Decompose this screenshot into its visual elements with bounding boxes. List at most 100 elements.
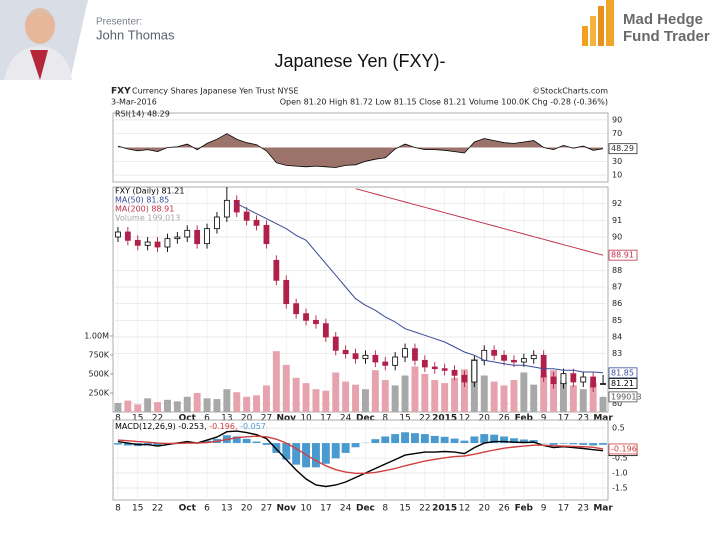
x-tick-label: 22 xyxy=(419,414,430,424)
candle-body xyxy=(194,229,201,245)
value-tag: 48.29 xyxy=(611,144,634,153)
candle-body xyxy=(303,313,309,321)
legend-entry: -0.057 xyxy=(240,422,266,431)
candle-body xyxy=(144,241,151,246)
volume-bar xyxy=(312,389,320,412)
x-tick-label: Dec xyxy=(356,504,375,514)
candle-body xyxy=(253,219,260,226)
y-tick-label: 85 xyxy=(612,316,622,325)
x-tick-label: 20 xyxy=(241,504,253,514)
volume-bar xyxy=(391,385,399,412)
x-tick-label: 8 xyxy=(115,414,121,424)
candle-body xyxy=(134,239,141,246)
volume-bar xyxy=(401,375,409,412)
y-tick-label: 0.5 xyxy=(612,424,625,433)
volume-bar xyxy=(223,389,231,412)
volume-bar xyxy=(322,390,330,412)
y-tick-label: 500K xyxy=(88,369,109,378)
moving-average-line xyxy=(236,203,604,374)
volume-bar xyxy=(441,383,449,412)
x-tick-label: 9 xyxy=(541,504,547,514)
x-tick-label: 17 xyxy=(558,414,569,424)
histogram-bar xyxy=(549,443,558,445)
y-tick-label: 750K xyxy=(88,350,109,359)
volume-bar xyxy=(302,383,310,412)
histogram-bar xyxy=(500,436,509,444)
y-tick-label: 92 xyxy=(612,199,622,208)
y-tick-label: 88 xyxy=(612,266,622,275)
volume-bar xyxy=(381,380,389,412)
volume-bar xyxy=(352,384,360,412)
x-tick-label: 15 xyxy=(399,504,410,514)
histogram-bar xyxy=(153,443,162,447)
candle-body xyxy=(223,199,230,218)
candle-body xyxy=(164,238,171,248)
volume-bar xyxy=(233,392,241,412)
histogram-bar xyxy=(599,443,608,445)
x-tick-label: 13 xyxy=(221,414,232,424)
candle-body xyxy=(184,229,191,238)
legend-entry: RSI(14) 48.29 xyxy=(115,110,170,119)
histogram-bar xyxy=(113,443,122,445)
volume-bar xyxy=(282,364,290,412)
histogram-bar xyxy=(440,436,449,444)
histogram-bar xyxy=(559,443,568,444)
histogram-bar xyxy=(470,436,479,444)
candle-body xyxy=(402,348,408,358)
candle-body xyxy=(590,376,597,388)
legend: MACD(12,26,9) -0.253, -0.196, -0.057 xyxy=(115,422,266,431)
presenter-photo xyxy=(0,0,88,80)
legend-entry: MACD(12,26,9) -0.253, xyxy=(115,422,207,431)
candle-body xyxy=(560,373,567,385)
volume-bar xyxy=(134,404,142,412)
x-tick-label: 23 xyxy=(578,504,589,514)
candle-body xyxy=(431,366,438,370)
x-tick-label: 20 xyxy=(241,414,253,424)
value-tag-box xyxy=(608,378,638,389)
histogram-bar xyxy=(579,443,588,445)
volume-bar xyxy=(154,402,162,412)
slide-title: Japanese Yen (FXY)- xyxy=(274,51,445,71)
volume-bar xyxy=(530,384,538,412)
legend-entry: MA(200) 88.91 xyxy=(115,205,174,214)
source: ©StockCharts.com xyxy=(532,87,608,96)
x-tick-label: 10 xyxy=(300,414,312,424)
histogram-bar xyxy=(292,443,301,465)
x-tick-label: 9 xyxy=(541,414,547,424)
macd-line xyxy=(117,435,604,474)
y-tick-label: 90 xyxy=(612,115,622,124)
x-tick-label: 10 xyxy=(300,504,312,514)
volume-bar xyxy=(460,369,468,412)
histogram-bar xyxy=(391,434,400,444)
volume-bar xyxy=(213,399,221,412)
candle-body xyxy=(471,359,478,383)
histogram-bar xyxy=(410,433,419,444)
x-tick-label: Oct xyxy=(179,414,197,424)
histogram-bar xyxy=(331,443,340,459)
histogram-bar xyxy=(123,443,132,446)
candle-body xyxy=(421,359,428,368)
value-tag-box xyxy=(608,143,638,155)
candle-body xyxy=(352,353,359,360)
x-tick-label: 22 xyxy=(419,504,430,514)
x-tick-label: 20 xyxy=(479,414,491,424)
volume-bar xyxy=(173,401,181,412)
candle-body xyxy=(273,259,280,281)
histogram-bar xyxy=(262,443,271,445)
presenter-name: John Thomas xyxy=(96,27,175,42)
volume-bar xyxy=(540,375,548,412)
volume-bar xyxy=(559,381,567,412)
y-tick-label: 91 xyxy=(612,216,622,225)
histogram-bar xyxy=(450,438,459,444)
x-tick-label: Oct xyxy=(179,504,197,514)
x-tick-label: 8 xyxy=(382,414,388,424)
candle-body xyxy=(322,323,329,338)
candle-body xyxy=(243,211,250,221)
histogram-bar xyxy=(401,432,410,444)
y-tick-label: 70 xyxy=(612,129,622,138)
candle-body xyxy=(214,216,220,230)
volume-bar xyxy=(490,381,498,412)
legend-entry: MA(50) 81.85 xyxy=(115,196,169,205)
volume-bar xyxy=(163,399,171,412)
